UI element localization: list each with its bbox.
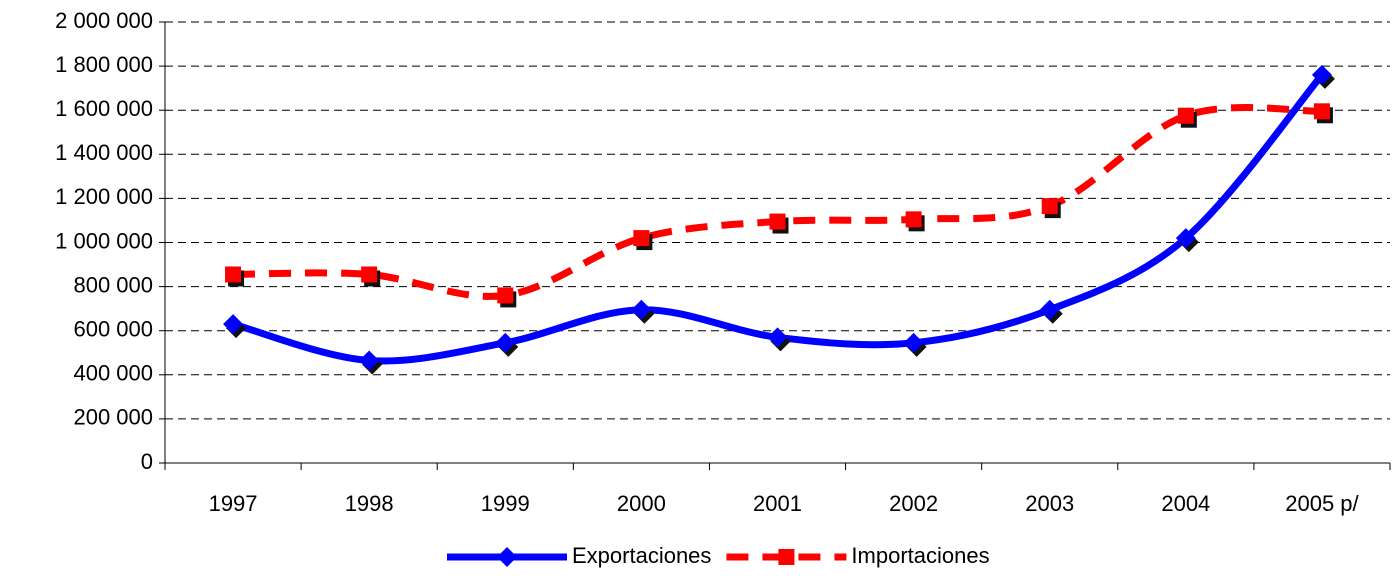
legend-label: Importaciones	[851, 543, 989, 568]
y-tick-label: 0	[141, 449, 153, 474]
x-tick-label: 2005 p/	[1285, 491, 1359, 516]
data-point	[905, 211, 922, 228]
x-tick-label: 2003	[1025, 491, 1074, 516]
x-tick-label: 2001	[753, 491, 802, 516]
y-tick-label: 200 000	[73, 405, 153, 430]
data-point	[631, 299, 652, 320]
y-tick-label: 2 000 000	[55, 8, 153, 33]
y-tick-label: 600 000	[73, 317, 153, 342]
y-tick-label: 1 400 000	[55, 140, 153, 165]
series-line	[233, 104, 1323, 300]
series-line	[232, 72, 1325, 365]
data-point	[1177, 107, 1194, 124]
data-point	[903, 332, 924, 353]
data-point	[223, 314, 244, 335]
y-tick-label: 800 000	[73, 272, 153, 297]
x-tick-label: 1997	[209, 491, 258, 516]
y-tick-label: 1 200 000	[55, 184, 153, 209]
legend-marker	[497, 547, 517, 567]
x-tick-label: 2002	[889, 491, 938, 516]
data-point	[361, 266, 378, 283]
data-point	[497, 287, 514, 304]
data-point	[1039, 299, 1060, 320]
data-point	[359, 350, 380, 371]
data-point	[1311, 64, 1332, 85]
data-point	[1313, 103, 1330, 120]
data-point	[633, 230, 650, 247]
x-tick-label: 2004	[1161, 491, 1210, 516]
x-tick-label: 1998	[345, 491, 394, 516]
x-tick-label: 1999	[481, 491, 530, 516]
legend-marker	[778, 549, 795, 565]
data-point	[225, 266, 242, 283]
data-point	[1041, 198, 1058, 215]
data-point	[767, 327, 788, 348]
y-tick-label: 1 000 000	[55, 228, 153, 253]
data-point	[769, 213, 786, 230]
y-tick-label: 1 600 000	[55, 96, 153, 121]
data-point	[495, 332, 516, 353]
y-tick-label: 400 000	[73, 361, 153, 386]
data-point	[1175, 228, 1196, 249]
legend-label: Exportaciones	[572, 543, 711, 568]
x-tick-label: 2000	[617, 491, 666, 516]
y-tick-label: 1 800 000	[55, 52, 153, 77]
